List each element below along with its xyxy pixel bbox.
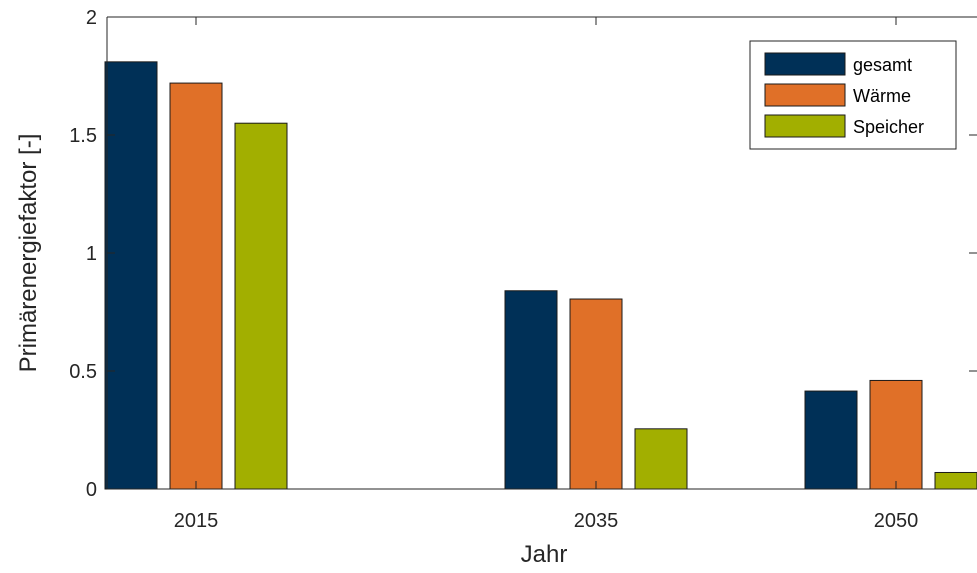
bar-wärme-2035 bbox=[569, 298, 623, 490]
x-axis-title: Jahr bbox=[521, 541, 568, 568]
y-ticks-group: 0 0.5 1 1.5 2 bbox=[69, 7, 977, 501]
y-tick-label: 1 bbox=[86, 243, 97, 265]
bar-wärme-2050 bbox=[869, 379, 923, 490]
x-tick-label: 2050 bbox=[874, 510, 919, 532]
x-ticks-group: 2015 2035 2050 bbox=[174, 17, 919, 532]
y-tick-label: 2 bbox=[86, 7, 97, 29]
bar-speicher-2015 bbox=[234, 122, 288, 490]
bar-gesamt-2035 bbox=[504, 290, 558, 490]
legend-swatch-speicher bbox=[764, 114, 846, 138]
bar-speicher-2050 bbox=[934, 471, 977, 490]
legend-label-gesamt: gesamt bbox=[853, 55, 912, 75]
y-axis-title: Primärenergiefaktor [-] bbox=[15, 134, 42, 373]
bar-wärme-2015 bbox=[169, 82, 223, 490]
legend-label-wärme: Wärme bbox=[853, 86, 911, 106]
y-tick-label: 1.5 bbox=[69, 125, 97, 147]
legend-swatch-gesamt bbox=[764, 52, 846, 76]
bar-gesamt-2050 bbox=[804, 390, 858, 490]
bar-speicher-2035 bbox=[634, 428, 688, 490]
x-tick-label: 2035 bbox=[574, 510, 619, 532]
y-tick-label: 0.5 bbox=[69, 361, 97, 383]
bars-group bbox=[104, 61, 977, 490]
y-tick-label: 0 bbox=[86, 479, 97, 501]
bar-gesamt-2015 bbox=[104, 61, 158, 490]
legend: gesamt Wärme Speicher bbox=[749, 40, 957, 150]
x-tick-label: 2015 bbox=[174, 510, 219, 532]
legend-label-speicher: Speicher bbox=[853, 117, 924, 137]
legend-swatch-wärme bbox=[764, 83, 846, 107]
